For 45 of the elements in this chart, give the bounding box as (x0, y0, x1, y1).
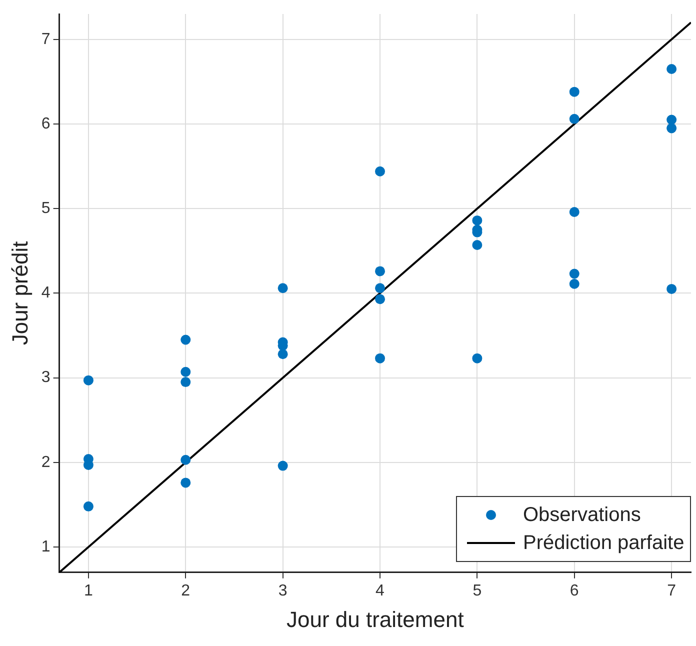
point (666, 123, 677, 134)
point (472, 240, 482, 250)
point (278, 349, 288, 360)
point (569, 86, 580, 97)
x-axis-title: Jour du traitement (286, 606, 464, 632)
point (180, 478, 191, 488)
x-tick-label: 6 (570, 582, 579, 600)
point (472, 353, 482, 364)
point (569, 268, 580, 279)
point (278, 460, 288, 471)
point (180, 377, 191, 388)
y-tick-label: 7 (41, 30, 50, 48)
x-tick-label: 5 (472, 582, 482, 600)
point (180, 366, 191, 377)
legend-label: Prédiction parfaite (523, 532, 684, 555)
x-tick-label: 2 (181, 582, 190, 600)
point (375, 353, 386, 364)
y-tick-label: 3 (41, 369, 50, 386)
point (666, 284, 677, 294)
y-tick-label: 4 (41, 284, 50, 302)
point (83, 501, 94, 512)
point (180, 334, 191, 345)
x-tick-label: 1 (84, 582, 93, 600)
point (83, 375, 94, 386)
y-tick-label: 5 (41, 200, 50, 217)
point (569, 206, 580, 217)
point (472, 215, 482, 226)
point (569, 278, 580, 289)
y-axis-title: Jour prédit (7, 241, 32, 346)
point (666, 64, 677, 74)
legend-label: Observations (523, 504, 641, 527)
point (375, 166, 386, 176)
x-tick-label: 3 (278, 582, 288, 600)
y-tick-label: 2 (41, 454, 50, 471)
y-tick-label: 6 (41, 115, 50, 132)
point (375, 266, 386, 276)
point (666, 114, 677, 125)
point (375, 294, 386, 304)
x-tick-label: 7 (667, 582, 676, 600)
point (180, 454, 191, 465)
point (569, 114, 580, 124)
y-tick-label: 1 (41, 538, 50, 556)
point (278, 283, 288, 294)
x-tick-label: 4 (376, 582, 385, 600)
point (375, 283, 386, 294)
